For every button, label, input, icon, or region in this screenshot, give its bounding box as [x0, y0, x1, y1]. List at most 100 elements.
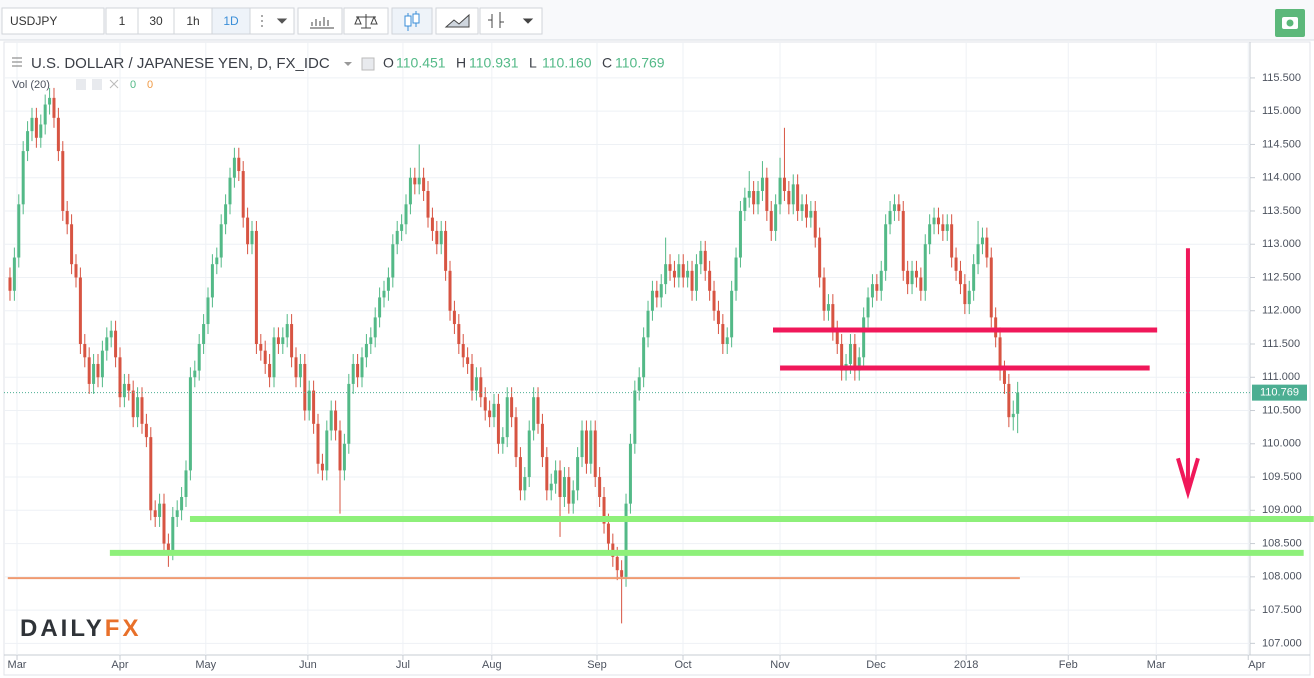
x-tick-label: Mar: [8, 659, 27, 671]
interval-label[interactable]: 1h: [186, 14, 199, 28]
candle-body: [769, 210, 773, 231]
candle-body: [686, 270, 690, 278]
ohlc-key: H: [456, 55, 466, 71]
chart-frame: [3, 41, 1311, 676]
interval-button[interactable]: [137, 7, 175, 35]
candle-body: [232, 157, 236, 178]
candle-body: [360, 357, 364, 378]
candle-body: [219, 224, 223, 258]
interval-button[interactable]: [173, 7, 213, 35]
candle-body: [853, 344, 857, 371]
candle-body: [312, 390, 316, 424]
candle-body: [703, 250, 707, 271]
candle-body: [158, 503, 162, 517]
more-button[interactable]: [249, 7, 295, 35]
logo: DAILYFX: [20, 615, 141, 642]
candle-body: [554, 470, 558, 484]
candle-body: [637, 377, 641, 391]
candle-body: [400, 224, 404, 231]
candle-body: [43, 104, 47, 125]
candle-body: [985, 237, 989, 258]
candle-body: [391, 244, 395, 278]
interval-label[interactable]: 1: [119, 14, 126, 28]
volume-value: 0: [147, 79, 153, 91]
candles-button[interactable]: [391, 7, 433, 35]
candle-body: [589, 430, 593, 464]
candle-body: [52, 97, 56, 118]
title-dropdown[interactable]: [344, 62, 352, 66]
candle-body: [980, 237, 984, 245]
candle-body: [831, 304, 835, 331]
candle-body: [897, 204, 901, 211]
candle-body: [994, 317, 998, 338]
settings-icon[interactable]: [361, 57, 375, 71]
candle-body: [734, 257, 738, 291]
symbol[interactable]: USDJPY: [10, 14, 57, 28]
candle-body: [659, 284, 663, 298]
candle-body: [408, 177, 412, 205]
x-tick-label: 2018: [954, 659, 978, 671]
candle-body: [378, 297, 382, 318]
candle-body: [259, 344, 263, 351]
candle-body: [122, 383, 126, 398]
interval-label[interactable]: 1D: [223, 14, 239, 28]
y-tick-label: 114.500: [1262, 138, 1301, 150]
legend-toggle[interactable]: [12, 57, 22, 67]
candle-body: [958, 270, 962, 285]
candle-body: [347, 383, 351, 444]
candle-body: [483, 397, 487, 411]
candle-body: [765, 177, 769, 211]
candle-body: [290, 324, 294, 358]
area-button[interactable]: [435, 7, 479, 35]
candle-body: [576, 457, 580, 491]
candle-body: [373, 317, 377, 338]
candle-body: [281, 337, 285, 345]
candle-body: [681, 264, 685, 278]
candle-body: [417, 177, 421, 185]
candle-body: [835, 330, 839, 345]
candle-body: [976, 244, 980, 265]
candle-body: [540, 423, 544, 458]
candle-body: [171, 516, 175, 551]
candle-body: [818, 237, 822, 278]
candle-body: [131, 390, 135, 418]
candle-body: [879, 270, 883, 291]
x-tick-label: Sep: [587, 659, 607, 671]
candle-body: [620, 570, 624, 577]
candles-icon: [404, 15, 412, 27]
y-tick-label: 112.000: [1262, 305, 1301, 317]
candles-icon: [412, 13, 420, 24]
candle-body: [61, 151, 65, 211]
candle-body: [567, 477, 571, 504]
volume-value: 0: [130, 79, 136, 91]
symbol-box[interactable]: [1, 7, 105, 35]
logo-part: FX: [105, 615, 142, 642]
interval-button[interactable]: [105, 7, 139, 35]
candle-body: [166, 543, 170, 551]
candle-body: [870, 284, 874, 298]
candle-body: [74, 264, 78, 278]
candle-body: [725, 337, 729, 345]
x-tick-label: May: [195, 659, 216, 671]
candle-body: [109, 330, 113, 338]
volume-icon[interactable]: [76, 79, 86, 90]
candle-body: [404, 204, 408, 225]
candle-body: [496, 403, 500, 444]
candle-body: [237, 157, 241, 172]
ohlc-value: 110.451: [396, 55, 446, 71]
candle-body: [470, 363, 474, 391]
candle-body: [593, 430, 597, 478]
drawing-button[interactable]: [479, 7, 543, 35]
candle-body: [536, 397, 540, 424]
y-tick-label: 111.000: [1262, 371, 1300, 383]
candle-body: [492, 403, 496, 418]
candle-body: [246, 217, 250, 245]
volume-icon[interactable]: [92, 79, 102, 90]
candle-body: [743, 197, 747, 211]
candle-body: [602, 497, 606, 524]
candle-body: [65, 210, 69, 225]
candle-body: [193, 370, 197, 378]
interval-label[interactable]: 30: [149, 14, 163, 28]
volume-close[interactable]: [109, 79, 119, 89]
